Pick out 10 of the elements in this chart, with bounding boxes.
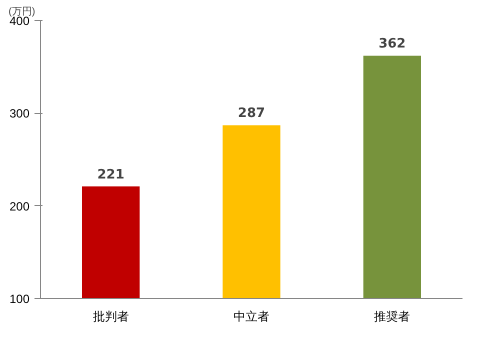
data-label: 287 [238, 106, 266, 122]
x-tick-label: 中立者 [234, 310, 270, 324]
x-tick-label: 批判者 [92, 310, 129, 324]
data-label: 362 [378, 36, 406, 52]
y-tick-label: 200 [9, 199, 30, 214]
y-axis-title: (万円) [8, 6, 36, 18]
y-tick-label: 300 [9, 106, 30, 121]
data-label: 221 [97, 167, 124, 182]
x-tick-label: 推奨者 [374, 310, 410, 324]
y-tick-label: 100 [9, 292, 30, 306]
